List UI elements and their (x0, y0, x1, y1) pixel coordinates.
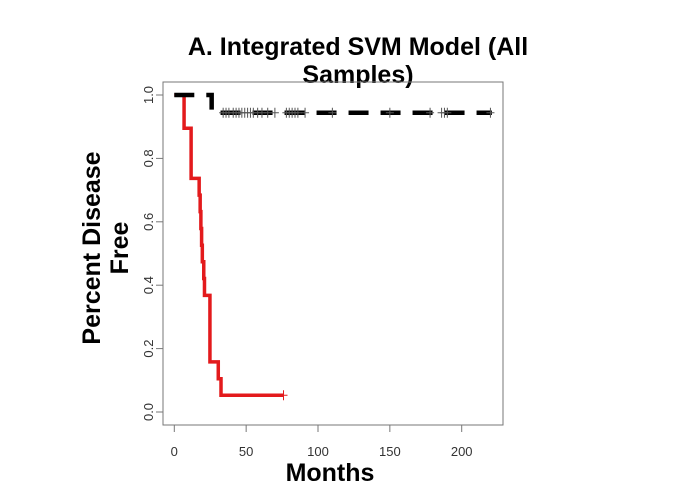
y-tick-label: 0.6 (141, 213, 156, 231)
censor-mark (486, 107, 495, 118)
plot-frame (162, 81, 504, 426)
x-tick-label: 200 (451, 444, 473, 459)
censor-mark (385, 107, 394, 118)
x-axis-label: Months (286, 459, 375, 487)
y-tick-label: 0.0 (141, 403, 156, 421)
x-tick-label: 50 (239, 444, 253, 459)
y-tick-label: 0.8 (141, 149, 156, 167)
censor-mark (301, 107, 310, 118)
censor-mark (443, 107, 452, 118)
censor-mark (426, 107, 435, 118)
censor-mark (328, 107, 337, 118)
survival-curve-2 (174, 92, 492, 116)
chart-title-line-1: A. Integrated SVM Model (All (188, 33, 528, 61)
y-tick-label: 0.2 (141, 340, 156, 358)
x-tick-label: 100 (307, 444, 329, 459)
y-axis-label-line-1: Percent Disease (78, 151, 106, 344)
x-tick-label: 0 (171, 444, 178, 459)
censor-mark (270, 107, 279, 118)
chart-title-line-2: Samples) (302, 61, 413, 89)
y-tick-label: 1.0 (141, 86, 156, 104)
censor-mark (293, 107, 302, 118)
survival-curve-1 (174, 93, 284, 397)
y-axis-label-line-2: Free (106, 222, 134, 275)
censor-mark (279, 390, 288, 401)
y-tick-label: 0.4 (141, 276, 156, 294)
censor-mark (263, 107, 272, 118)
x-tick-label: 150 (379, 444, 401, 459)
